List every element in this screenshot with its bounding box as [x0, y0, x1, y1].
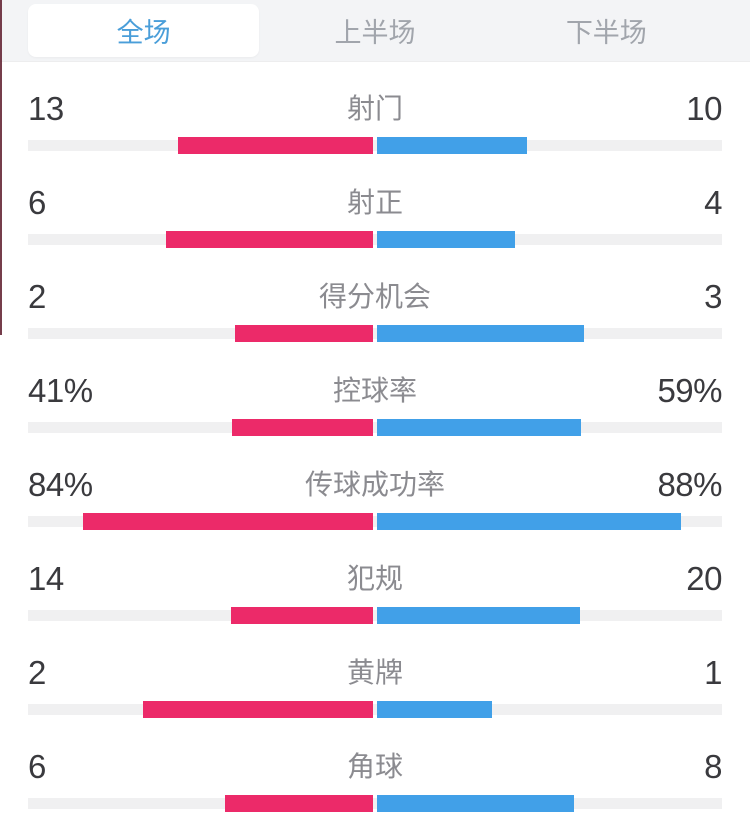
tab-label: 全场 [116, 18, 171, 48]
stat-row: 13 射门 10 [0, 62, 750, 156]
stat-bar [28, 137, 722, 154]
home-bar [235, 325, 373, 342]
home-value: 41% [28, 372, 93, 409]
stat-bar [28, 513, 722, 530]
tab-full-match[interactable]: 全场 [28, 4, 260, 57]
stat-bar [28, 325, 722, 342]
bar-track [28, 234, 722, 245]
tab-first-half[interactable]: 上半场 [259, 4, 490, 57]
stat-line: 13 射门 10 [0, 62, 750, 128]
stat-row: 14 犯规 20 [0, 532, 750, 626]
away-value: 20 [686, 560, 722, 597]
stat-line: 2 黄牌 1 [0, 626, 750, 692]
bar-track [28, 328, 722, 339]
stat-label: 角球 [346, 751, 403, 782]
home-value: 6 [28, 184, 46, 221]
away-value: 10 [686, 90, 722, 127]
home-value: 6 [28, 748, 46, 785]
away-bar [377, 513, 681, 530]
stat-row: 84% 传球成功率 88% [0, 438, 750, 532]
stat-label: 射正 [346, 187, 403, 218]
stat-label: 控球率 [332, 375, 417, 406]
period-tab-bar: 全场 上半场 下半场 [0, 0, 750, 62]
stat-label: 得分机会 [318, 281, 431, 312]
away-bar [377, 231, 515, 248]
tab-second-half[interactable]: 下半场 [491, 4, 722, 57]
away-bar [377, 701, 492, 718]
home-bar [225, 795, 373, 812]
home-value: 14 [28, 560, 64, 597]
home-bar [230, 607, 373, 624]
stat-bar [28, 231, 722, 248]
stat-line: 2 得分机会 3 [0, 250, 750, 316]
home-bar [166, 231, 373, 248]
stat-label: 射门 [346, 93, 403, 124]
away-value: 8 [704, 748, 722, 785]
tab-label: 下半场 [565, 18, 647, 48]
stat-row: 6 射正 4 [0, 156, 750, 250]
away-bar [377, 419, 581, 436]
bar-track [28, 610, 722, 621]
stat-line: 41% 控球率 59% [0, 344, 750, 410]
home-bar [143, 701, 373, 718]
bar-track [28, 516, 722, 527]
bar-track [28, 798, 722, 809]
stat-row: 6 角球 8 [0, 720, 750, 814]
home-value: 13 [28, 90, 64, 127]
stats-list: 13 射门 10 6 射正 4 2 得分机会 3 [0, 62, 750, 814]
stat-bar [28, 795, 722, 812]
away-value: 59% [657, 372, 722, 409]
bar-track [28, 140, 722, 151]
bar-track [28, 704, 722, 715]
tab-label: 上半场 [334, 18, 416, 48]
stat-row: 2 得分机会 3 [0, 250, 750, 344]
stat-row: 2 黄牌 1 [0, 626, 750, 720]
stat-line: 14 犯规 20 [0, 532, 750, 598]
home-value: 84% [28, 466, 93, 503]
stat-label: 黄牌 [346, 657, 403, 688]
stat-line: 84% 传球成功率 88% [0, 438, 750, 504]
home-value: 2 [28, 278, 46, 315]
stat-bar [28, 701, 722, 718]
bar-track [28, 422, 722, 433]
stat-label: 犯规 [346, 563, 403, 594]
home-bar [178, 137, 373, 154]
home-bar [231, 419, 373, 436]
away-bar [377, 137, 527, 154]
stat-line: 6 射正 4 [0, 156, 750, 222]
home-value: 2 [28, 654, 46, 691]
stat-label: 传球成功率 [304, 469, 445, 500]
stat-bar [28, 419, 722, 436]
away-value: 88% [657, 466, 722, 503]
away-bar [377, 607, 580, 624]
away-value: 4 [704, 184, 722, 221]
stat-bar [28, 607, 722, 624]
stat-line: 6 角球 8 [0, 720, 750, 786]
away-value: 1 [704, 654, 722, 691]
away-value: 3 [704, 278, 722, 315]
away-bar [377, 795, 575, 812]
away-bar [377, 325, 584, 342]
stat-row: 41% 控球率 59% [0, 344, 750, 438]
home-bar [83, 513, 373, 530]
